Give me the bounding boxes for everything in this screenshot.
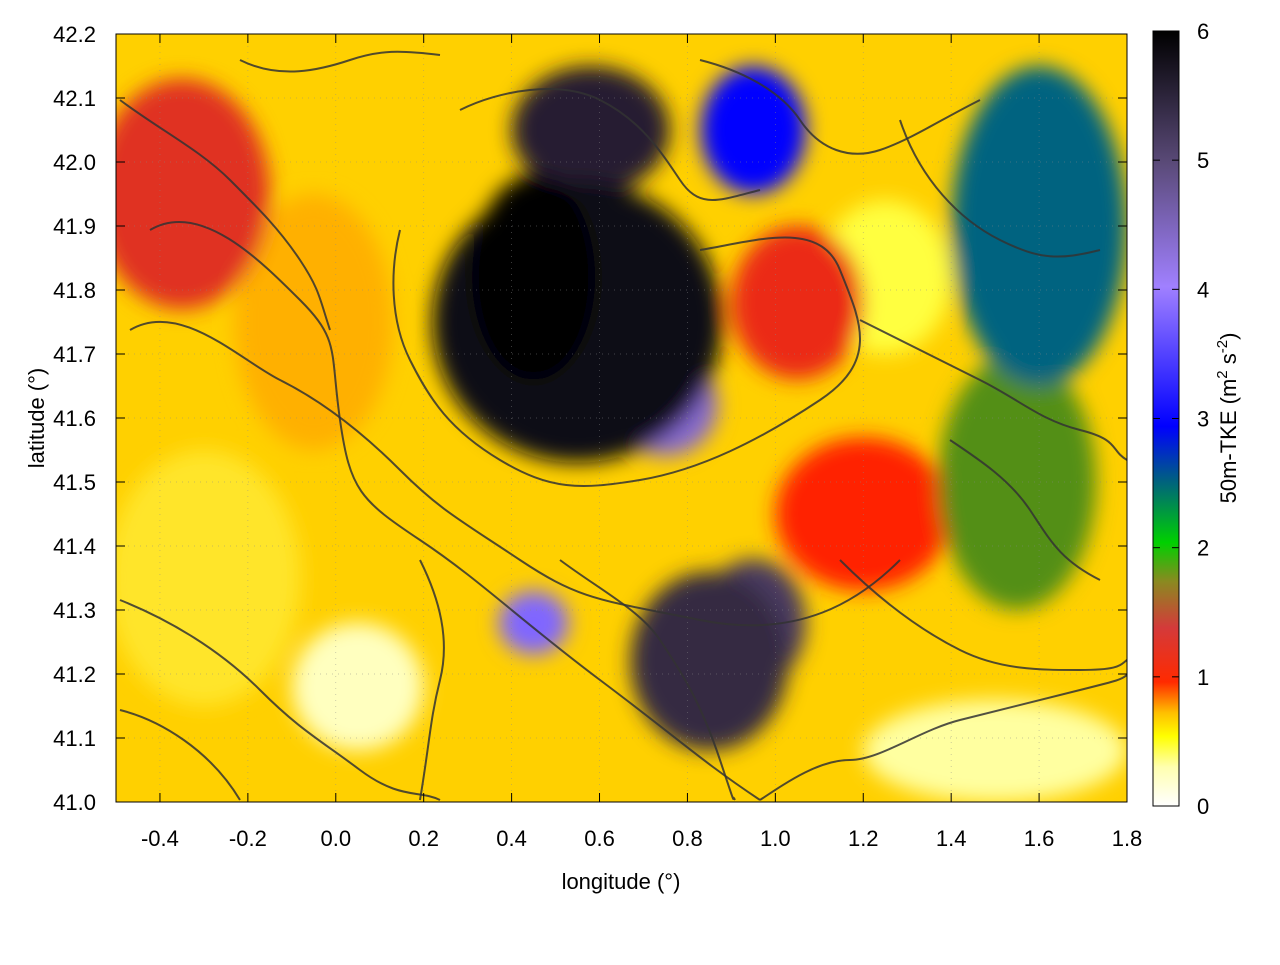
colorbar-ticks: 0 1 2 3 4 5 6: [1153, 19, 1209, 819]
y-tick-label: 41.7: [53, 342, 96, 367]
x-axis-label: longitude (°): [562, 869, 681, 894]
y-tick-label: 42.1: [53, 86, 96, 111]
y-tick-label: 41.9: [53, 214, 96, 239]
contour-line: [129, 320, 901, 627]
contour-line: [839, 559, 1127, 672]
x-tick-label: 1.8: [1112, 826, 1143, 851]
contour-line: [419, 559, 445, 801]
x-tick-label: 1.4: [936, 826, 967, 851]
y-tick-label: 42.0: [53, 150, 96, 175]
contour-line: [459, 88, 761, 201]
y-axis-ticks: 41.0 41.1 41.2 41.3 41.4 41.5 41.6 41.7 41.8 41.9…: [53, 22, 1127, 815]
x-tick-label: 0.0: [320, 826, 351, 851]
colorbar-tick-label: 2: [1197, 536, 1209, 561]
y-tick-label: 41.8: [53, 278, 96, 303]
heat-region: [234, 194, 393, 450]
contour-line: [699, 59, 981, 155]
heat-region: [937, 354, 1097, 610]
heat-region: [116, 450, 301, 706]
y-tick-label: 41.5: [53, 470, 96, 495]
contour-line: [119, 709, 241, 801]
heatmap-field: [116, 66, 1127, 802]
contour-line: [899, 119, 1101, 258]
heat-region: [472, 174, 596, 380]
y-tick-label: 41.6: [53, 406, 96, 431]
heat-region: [863, 699, 1127, 802]
y-tick-label: 41.2: [53, 662, 96, 687]
heat-region: [511, 66, 670, 194]
x-tick-label: 0.4: [496, 826, 527, 851]
x-tick-label: 0.6: [584, 826, 615, 851]
x-tick-label: 0.2: [408, 826, 439, 851]
heat-region: [498, 590, 569, 655]
contour-line: [559, 559, 736, 801]
colorbar-label: 50m-TKE (m2 s-2): [1214, 333, 1241, 504]
x-tick-label: -0.2: [229, 826, 267, 851]
plot-area: [116, 34, 1127, 802]
contour-line: [949, 439, 1101, 581]
heat-region: [116, 78, 270, 310]
colorbar: 0 1 2 3 4 5 6 50m-TKE (m2 s-2): [1152, 19, 1241, 819]
colorbar-tick-label: 5: [1197, 148, 1209, 173]
colorbar-tick-label: 6: [1197, 19, 1209, 44]
heat-region: [731, 225, 864, 380]
y-axis-label: latitude (°): [24, 368, 49, 469]
x-tick-label: 1.0: [760, 826, 791, 851]
colorbar-tick-label: 4: [1197, 277, 1209, 302]
heat-region: [291, 622, 424, 751]
colorbar-tick-label: 0: [1197, 794, 1209, 819]
y-tick-label: 41.1: [53, 726, 96, 751]
contour-line: [119, 599, 441, 801]
terrain-contours: [119, 50, 1127, 801]
y-tick-label: 41.3: [53, 598, 96, 623]
contour-line: [392, 229, 861, 487]
heat-region: [700, 66, 807, 194]
y-tick-label: 42.2: [53, 22, 96, 47]
y-tick-label: 41.4: [53, 534, 96, 559]
y-tick-label: 41.0: [53, 790, 96, 815]
heat-region: [630, 571, 789, 751]
contour-line: [859, 319, 1127, 461]
x-tick-label: 1.2: [848, 826, 879, 851]
grid-lines: [116, 34, 1127, 802]
contour-line: [119, 99, 331, 331]
colorbar-tick-label: 1: [1197, 665, 1209, 690]
x-axis-ticks: -0.4 -0.2 0.0 0.2 0.4 0.6 0.8 1.0 1.2 1.4 1.6 1.8: [141, 34, 1142, 851]
x-tick-label: -0.4: [141, 826, 179, 851]
x-tick-label: 0.8: [672, 826, 703, 851]
colorbar-tick-label: 3: [1197, 407, 1209, 432]
contour-line: [759, 674, 1127, 801]
contour-line: [149, 220, 761, 801]
x-tick-label: 1.6: [1024, 826, 1055, 851]
contour-line: [239, 50, 441, 73]
